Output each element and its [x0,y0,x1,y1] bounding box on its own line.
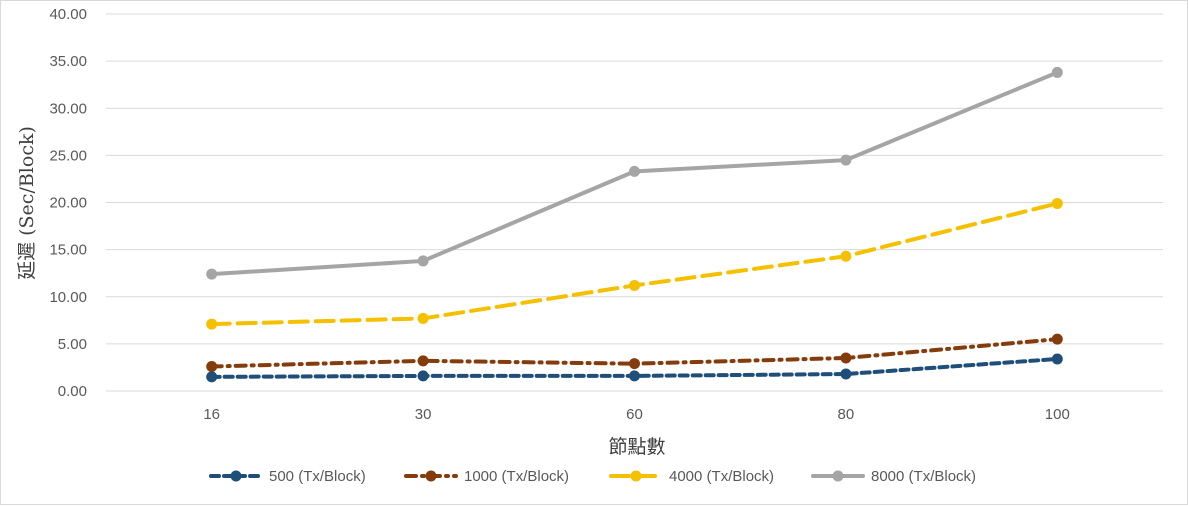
data-point [206,318,218,330]
data-point [206,360,218,372]
data-point [1051,353,1063,365]
series-2 [206,197,1063,330]
legend-item-0: 500 (Tx/Block) [209,468,366,485]
data-point [840,154,852,166]
y-tick-label: 30.00 [49,100,87,117]
legend-item-2: 4000 (Tx/Block) [609,468,774,485]
data-point [417,312,429,324]
data-point [840,368,852,380]
data-point [840,352,852,364]
x-axis-ticks: 16 30 60 80 100 [203,406,1069,423]
data-point [417,370,429,382]
legend-item-1: 1000 (Tx/Block) [404,468,569,485]
legend-item-3: 8000 (Tx/Block) [811,468,976,485]
data-point [840,250,852,262]
x-tick-label: 100 [1045,406,1070,423]
y-tick-label: 40.00 [49,6,87,23]
legend: 500 (Tx/Block) 1000 (Tx/Block) 4000 (Tx/Bl… [209,468,976,485]
legend-label: 1000 (Tx/Block) [464,468,569,485]
data-point [1051,66,1063,78]
y-tick-label: 15.00 [49,242,87,259]
data-point [629,279,640,291]
y-tick-label: 0.00 [58,383,87,400]
data-point [1051,333,1063,345]
y-axis-title: 延遲 (Sec/Block) [16,126,38,280]
series-group [206,66,1063,383]
series-line [209,201,1060,327]
x-tick-label: 60 [626,406,643,423]
data-point [629,358,640,370]
legend-swatch-marker [832,470,844,482]
x-axis-title: 節點數 [608,436,665,458]
y-tick-label: 5.00 [58,336,87,353]
x-tick-label: 16 [203,406,220,423]
y-tick-label: 25.00 [49,147,87,164]
y-tick-label: 35.00 [49,53,87,70]
gridlines [106,13,1163,392]
legend-swatch-marker [425,470,437,482]
x-tick-label: 80 [838,406,855,423]
legend-swatch-marker [230,470,242,482]
data-point [629,165,640,177]
data-point [417,355,429,367]
data-point [206,371,218,383]
data-point [417,255,429,267]
series-3 [206,66,1063,280]
data-point [1051,197,1063,209]
legend-label: 500 (Tx/Block) [269,468,366,485]
y-tick-label: 10.00 [49,289,87,306]
data-point [629,370,640,382]
y-tick-label: 20.00 [49,195,87,212]
legend-label: 8000 (Tx/Block) [871,468,976,485]
y-axis-ticks: 0.00 5.00 10.00 15.00 20.00 25.00 30.00 35.00 40… [49,6,87,400]
legend-swatch-marker [630,470,642,482]
legend-label: 4000 (Tx/Block) [669,468,774,485]
series-1 [206,333,1063,372]
data-point [206,268,218,280]
x-tick-label: 30 [415,406,432,423]
series-0 [206,353,1063,383]
